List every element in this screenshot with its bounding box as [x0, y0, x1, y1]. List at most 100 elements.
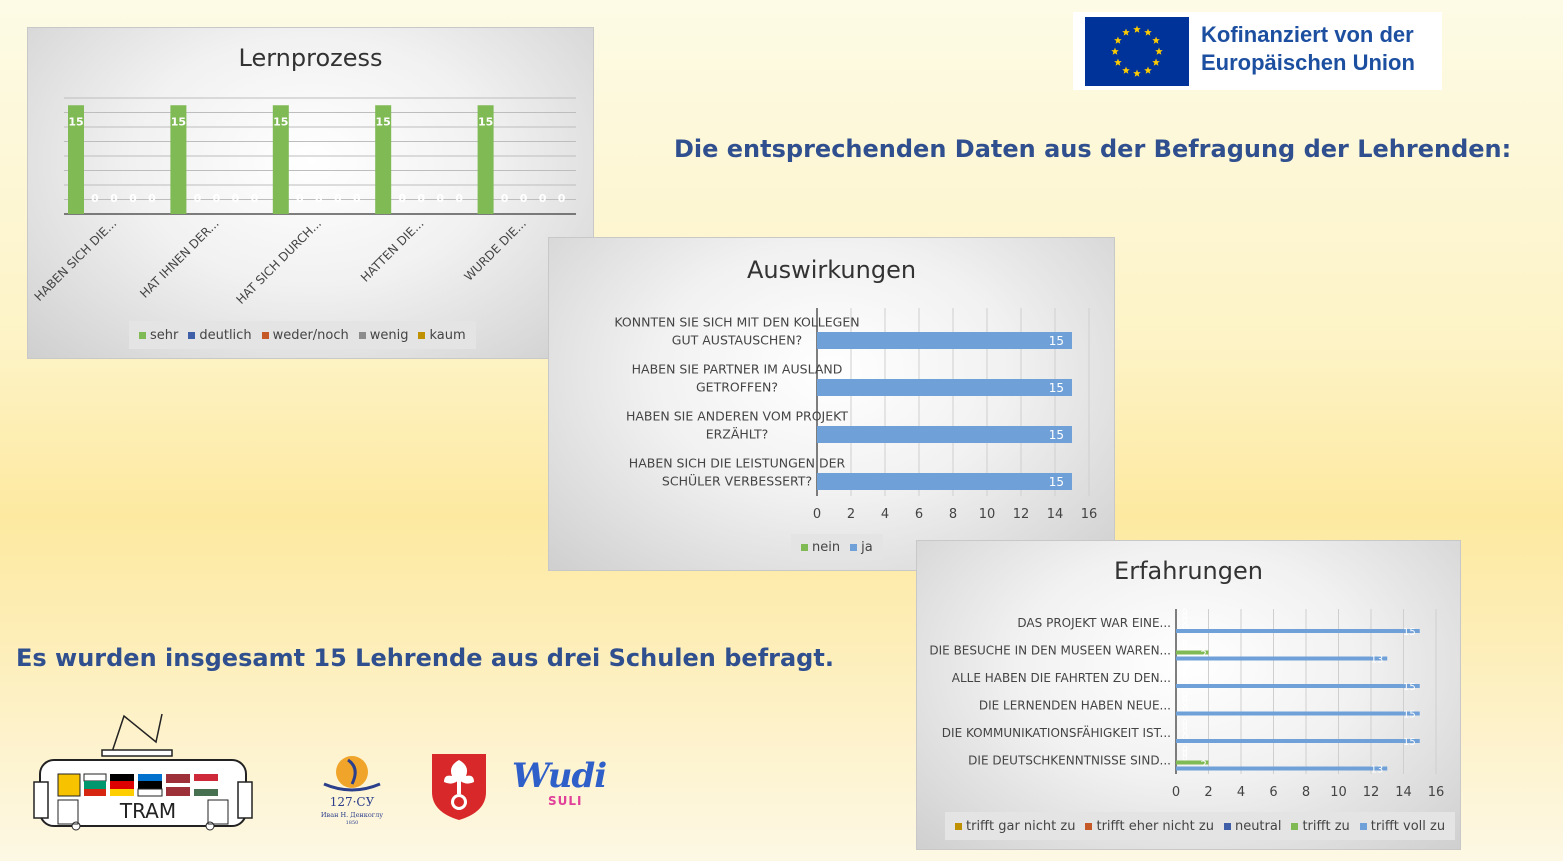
legend-label: sehr	[150, 327, 179, 343]
tick-label: 6	[915, 507, 923, 522]
data-label: 0	[1182, 622, 1188, 633]
legend-item: neutral	[1223, 816, 1282, 836]
data-label: 15	[273, 115, 288, 128]
data-label: 0	[436, 192, 444, 205]
category-label: DAS PROJEKT WAR EINE...	[1017, 616, 1171, 630]
chart-legend: nein ja	[791, 534, 883, 560]
school-127-logo: 127·СУ Иван Н. Денкоглу 1850	[312, 750, 392, 826]
eu-star-icon	[1133, 69, 1141, 77]
chart-legend: trifft gar nicht zu trifft eher nicht zu n…	[945, 812, 1456, 840]
category-label: DIE DEUTSCHKENNTNISSE SIND...	[968, 753, 1171, 767]
bar-trifft-voll-zu	[1176, 684, 1420, 688]
bar-sehr	[375, 105, 392, 214]
chart-title: Lernprozess	[238, 44, 383, 72]
legend-label: trifft gar nicht zu	[966, 818, 1076, 834]
data-label: 0	[825, 315, 832, 328]
legend-swatch	[418, 331, 426, 339]
data-label: 2	[1201, 650, 1207, 661]
data-label: 15	[68, 115, 83, 128]
legend-item: trifft zu	[1291, 816, 1350, 836]
legend-swatch	[850, 543, 858, 551]
bar-trifft-voll-zu	[1176, 711, 1420, 716]
category-label: HABEN SICH DIE LEISTUNGEN DER	[629, 456, 846, 471]
bar-ja	[817, 332, 1072, 349]
tick-label: 0	[813, 507, 821, 522]
legend-label: wenig	[369, 327, 409, 343]
legend-label: trifft voll zu	[1370, 818, 1446, 834]
data-label: 15	[171, 115, 186, 128]
legend-item: trifft gar nicht zu	[955, 816, 1075, 836]
data-label: 0	[334, 192, 342, 205]
bar-sehr	[272, 105, 289, 214]
tick-label: 6	[1269, 785, 1277, 800]
eu-star-icon	[1122, 28, 1130, 36]
data-label: 0	[825, 456, 832, 469]
data-label: 15	[1049, 475, 1064, 489]
chart-title: Auswirkungen	[746, 256, 917, 284]
legend-label: neutral	[1234, 818, 1282, 834]
heading-teacher-survey: Die entsprechenden Daten aus der Befragu…	[674, 135, 1512, 163]
data-label: 0	[1182, 616, 1188, 626]
data-label: 0	[417, 192, 425, 205]
legend-swatch	[801, 543, 808, 551]
data-label: 0	[1182, 754, 1188, 764]
data-label: 0	[213, 192, 221, 205]
data-label: 0	[1182, 667, 1188, 677]
bar-trifft-voll-zu	[1176, 629, 1420, 633]
data-label: 0	[501, 192, 509, 205]
tram-logo: TRAM	[24, 712, 260, 832]
data-label: 0	[398, 192, 406, 205]
data-label: 0	[825, 409, 832, 422]
data-label: 0	[1182, 663, 1188, 673]
legend-swatch	[1085, 822, 1093, 830]
bar-trifft-zu	[1176, 650, 1209, 655]
data-label: 0	[251, 192, 259, 205]
data-label: 0	[1182, 608, 1188, 618]
data-label: 0	[455, 192, 463, 205]
category-label: SCHÜLER VERBESSERT?	[662, 473, 812, 489]
chart-lernprozess: Lernprozess 15 0 0 0 0 HABEN SICH DIE... 15 0 0 0…	[27, 27, 594, 359]
tick-label: 12	[1013, 507, 1030, 522]
tick-label: 12	[1363, 785, 1380, 800]
data-label: 0	[1182, 612, 1188, 622]
legend-item: trifft voll zu	[1359, 816, 1446, 836]
data-label: 15	[1403, 627, 1416, 638]
data-label: 15	[1403, 682, 1416, 693]
data-label: 15	[1403, 710, 1416, 721]
school-year: 1850	[346, 820, 359, 826]
tick-label: 4	[1237, 785, 1245, 800]
data-label: 0	[1182, 695, 1188, 705]
data-label: 2	[1201, 760, 1207, 771]
tick-label: 8	[1302, 785, 1310, 800]
bar-trifft-voll-zu	[1176, 739, 1420, 743]
legend-swatch	[1223, 822, 1231, 830]
data-label: 15	[1049, 334, 1064, 348]
data-label: 0	[1182, 644, 1188, 654]
category-label: HAT SICH DURCH...	[233, 216, 324, 307]
category-label: DIE KOMMUNIKATIONSFÄHIGKEIT IST...	[942, 725, 1171, 740]
legend-swatch	[188, 331, 196, 339]
data-label: 13	[1371, 765, 1384, 776]
bar-trifft-voll-zu	[1176, 656, 1388, 661]
crest-icon	[432, 754, 486, 820]
legend-swatch	[358, 331, 366, 339]
eu-star-icon	[1114, 36, 1122, 44]
wudi-logo-text: Wudi	[512, 756, 607, 796]
data-label: 0	[1182, 726, 1188, 736]
legend-label: trifft zu	[1302, 818, 1350, 834]
eu-logo-text: Kofinanziert von der Europäischen Union	[1201, 21, 1415, 77]
tick-label: 14	[1395, 785, 1412, 800]
chart-auswirkungen: Auswirkungen 0 2 4 6 8 10 12 14 16 0 15 KONNTEN SIE…	[548, 237, 1115, 571]
tram-logo-text: TRAM	[119, 799, 176, 823]
eu-logo-line2: Europäischen Union	[1201, 50, 1415, 75]
tick-label: 0	[1172, 785, 1180, 800]
bar-trifft-voll-zu	[1176, 766, 1388, 771]
bar-sehr	[68, 105, 84, 214]
data-label: 0	[353, 192, 361, 205]
category-label: HABEN SIE PARTNER IM AUSLAND	[632, 362, 843, 377]
bar-sehr	[477, 105, 494, 214]
data-label: 15	[478, 115, 493, 128]
legend-label: weder/noch	[272, 327, 349, 343]
legend-item: ja	[850, 538, 873, 556]
school-name-line2: Иван Н. Денкоглу	[321, 811, 383, 819]
